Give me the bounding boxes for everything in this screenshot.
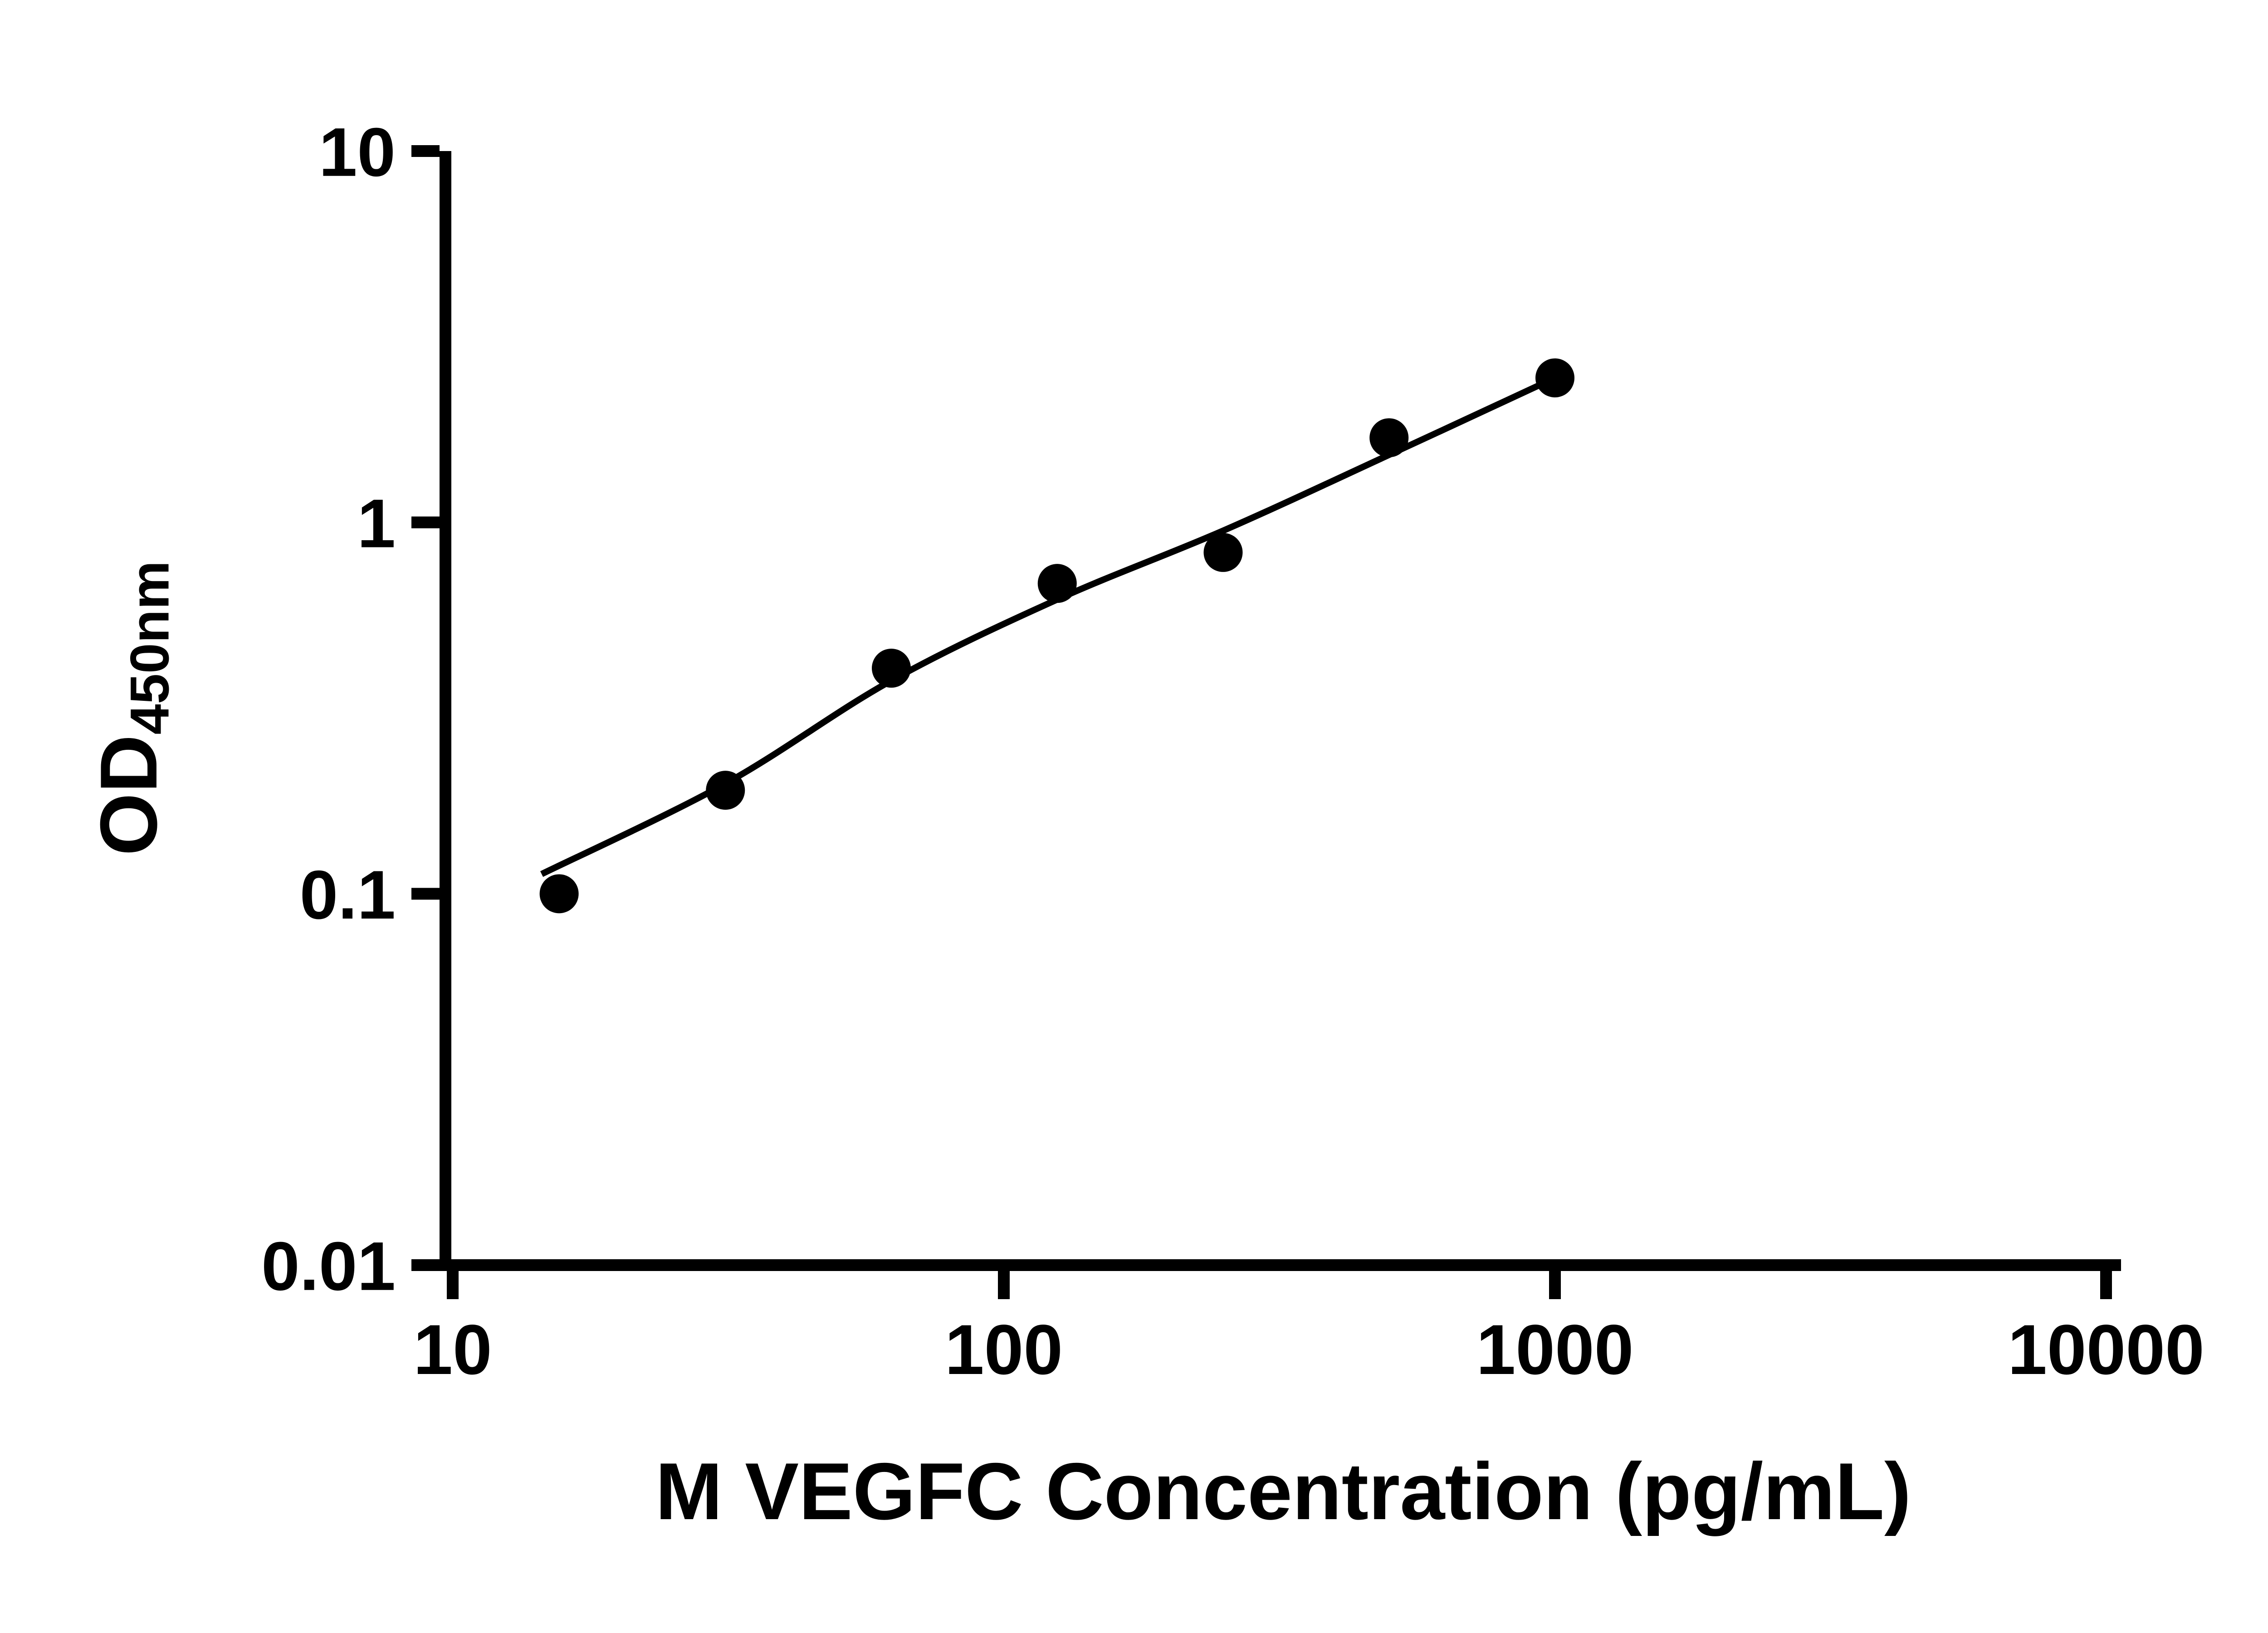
x-tick-label: 10 <box>413 1310 492 1389</box>
data-point <box>539 874 579 914</box>
x-tick-label: 1000 <box>1476 1310 1633 1389</box>
y-axis-title-subscript: 450nm <box>118 560 181 735</box>
data-point <box>1037 564 1077 603</box>
y-tick-label: 10 <box>319 114 396 191</box>
data-point <box>1369 418 1409 458</box>
y-tick-label: 0.1 <box>300 856 396 934</box>
y-axis-title: OD450nm <box>82 561 181 856</box>
data-point <box>1203 533 1243 572</box>
y-tick-label: 1 <box>357 485 396 562</box>
fit-curve <box>540 375 1556 877</box>
axes-spine <box>440 151 2121 1271</box>
x-tick-label: 10000 <box>2008 1310 2204 1389</box>
x-tick-label: 100 <box>945 1310 1063 1389</box>
data-point <box>1535 358 1574 398</box>
data-point <box>871 649 911 688</box>
y-tick-label: 0.01 <box>261 1228 396 1305</box>
y-axis-title-main: OD <box>83 734 174 856</box>
x-axis-title: M VEGFC Concentration (pg/mL) <box>655 1446 1911 1536</box>
data-point <box>706 771 745 810</box>
y-axis-title-wrap: OD450nm <box>54 151 209 1265</box>
